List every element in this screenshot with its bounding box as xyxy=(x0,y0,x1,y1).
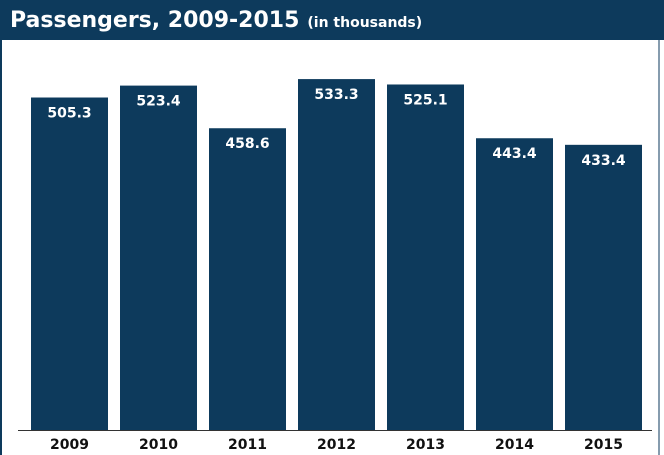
x-tick-label: 2010 xyxy=(139,437,178,453)
bar xyxy=(31,97,108,430)
value-label: 443.4 xyxy=(492,146,537,162)
value-label: 525.1 xyxy=(403,92,447,108)
x-tick-label: 2012 xyxy=(317,437,356,453)
title: Passengers, 2009-2015 xyxy=(10,8,299,33)
x-tick-label: 2011 xyxy=(228,437,267,453)
value-label: 433.4 xyxy=(581,153,626,169)
x-tick-label: 2015 xyxy=(584,437,623,453)
bar xyxy=(565,144,642,430)
bar xyxy=(387,84,464,431)
value-label: 458.6 xyxy=(225,136,269,152)
title-bar xyxy=(0,0,664,40)
x-tick-label: 2013 xyxy=(406,437,445,453)
value-label: 533.3 xyxy=(314,87,358,103)
bar xyxy=(120,85,197,431)
value-label: 523.4 xyxy=(136,94,181,110)
subtitle: (in thousands) xyxy=(307,15,422,31)
chart-title: Passengers, 2009-2015 (in thousands) xyxy=(10,8,422,33)
bar xyxy=(476,138,553,430)
bar xyxy=(298,79,375,431)
value-label: 505.3 xyxy=(47,106,91,122)
x-tick-label: 2009 xyxy=(50,437,89,453)
x-tick-label: 2014 xyxy=(495,437,534,453)
bar xyxy=(209,128,286,430)
